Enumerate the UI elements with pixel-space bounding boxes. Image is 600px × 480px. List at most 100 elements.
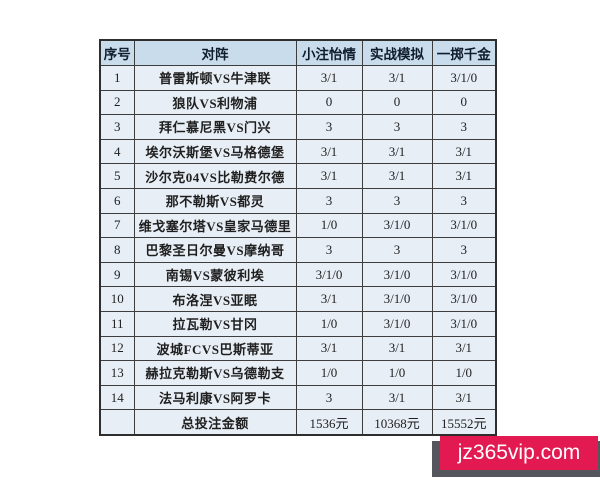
cell-index: 7 bbox=[99, 212, 135, 239]
table-row: 14 法马利康VS阿罗卡 3 3/1 3/1 bbox=[99, 384, 497, 411]
cell-small: 3/1 bbox=[295, 286, 363, 312]
cell-index: 13 bbox=[99, 360, 135, 386]
table-row: 6 那不勒斯VS都灵 3 3 3 bbox=[99, 187, 497, 214]
cell-big: 3/1/0 bbox=[431, 286, 497, 312]
bets-table: 序号 对阵 小注怡情 实战模拟 一掷千金 1 普雷斯顿VS牛津联 3/1 3/1 3/1… bbox=[99, 39, 497, 436]
table-row: 3 拜仁慕尼黑VS门兴 3 3 3 bbox=[99, 114, 497, 140]
cell-index: 3 bbox=[99, 114, 135, 140]
table-row: 9 南锡VS蒙彼利埃 3/1/0 3/1/0 3/1/0 bbox=[99, 261, 497, 288]
bets-table-container: 序号 对阵 小注怡情 实战模拟 一掷千金 1 普雷斯顿VS牛津联 3/1 3/1 3/1… bbox=[99, 39, 497, 436]
cell-match: 布洛涅VS亚眠 bbox=[133, 286, 297, 312]
total-big-bet: 15552元 bbox=[431, 409, 497, 436]
cell-big: 3 bbox=[431, 237, 497, 263]
table-row: 4 埃尔沃斯堡VS马格德堡 3/1 3/1 3/1 bbox=[99, 138, 497, 165]
cell-index: 5 bbox=[99, 163, 135, 189]
cell-big: 3/1 bbox=[431, 335, 497, 362]
cell-small: 3 bbox=[295, 237, 363, 263]
table-row: 7 维戈塞尔塔VS皇家马德里 1/0 3/1/0 3/1/0 bbox=[99, 212, 497, 239]
column-header-small-bet: 小注怡情 bbox=[295, 39, 363, 66]
cell-small: 3/1/0 bbox=[295, 261, 363, 288]
cell-match: 南锡VS蒙彼利埃 bbox=[133, 261, 297, 288]
cell-match: 普雷斯顿VS牛津联 bbox=[133, 65, 297, 91]
cell-sim: 3/1/0 bbox=[361, 286, 433, 312]
table-row: 10 布洛涅VS亚眠 3/1 3/1/0 3/1/0 bbox=[99, 286, 497, 312]
cell-index: 14 bbox=[99, 384, 135, 411]
cell-index: 11 bbox=[99, 310, 135, 337]
total-small-bet: 1536元 bbox=[295, 409, 363, 436]
cell-small: 3 bbox=[295, 384, 363, 411]
cell-index: 1 bbox=[99, 65, 135, 91]
cell-small: 3/1 bbox=[295, 138, 363, 165]
cell-big: 3/1 bbox=[431, 138, 497, 165]
cell-index: 10 bbox=[99, 286, 135, 312]
cell-match: 那不勒斯VS都灵 bbox=[133, 187, 297, 214]
table-row: 8 巴黎圣日尔曼VS摩纳哥 3 3 3 bbox=[99, 237, 497, 263]
cell-sim: 3 bbox=[361, 237, 433, 263]
cell-index: 9 bbox=[99, 261, 135, 288]
cell-small: 1/0 bbox=[295, 212, 363, 239]
cell-small: 3/1 bbox=[295, 163, 363, 189]
cell-big: 3/1/0 bbox=[431, 65, 497, 91]
column-header-big-bet: 一掷千金 bbox=[431, 39, 497, 66]
cell-match: 波城FCVS巴斯蒂亚 bbox=[133, 335, 297, 362]
table-row: 5 沙尔克04VS比勒费尔德 3/1 3/1 3/1 bbox=[99, 163, 497, 189]
column-header-match: 对阵 bbox=[133, 39, 297, 66]
cell-small: 0 bbox=[295, 89, 363, 116]
cell-sim: 3/1 bbox=[361, 163, 433, 189]
cell-big: 3/1 bbox=[431, 163, 497, 189]
cell-small: 3/1 bbox=[295, 335, 363, 362]
cell-big: 3/1/0 bbox=[431, 310, 497, 337]
cell-match: 巴黎圣日尔曼VS摩纳哥 bbox=[133, 237, 297, 263]
column-header-index: 序号 bbox=[99, 39, 135, 66]
cell-big: 3 bbox=[431, 114, 497, 140]
table-body: 1 普雷斯顿VS牛津联 3/1 3/1 3/1/0 2 狼队VS利物浦 0 0 0 3 拜仁慕尼黑VS… bbox=[99, 65, 497, 411]
table-row: 12 波城FCVS巴斯蒂亚 3/1 3/1 3/1 bbox=[99, 335, 497, 362]
table-row: 1 普雷斯顿VS牛津联 3/1 3/1 3/1/0 bbox=[99, 65, 497, 91]
cell-sim: 0 bbox=[361, 89, 433, 116]
cell-small: 1/0 bbox=[295, 360, 363, 386]
cell-small: 3 bbox=[295, 114, 363, 140]
table-row: 13 赫拉克勒斯VS乌德勒支 1/0 1/0 1/0 bbox=[99, 360, 497, 386]
cell-sim: 3/1/0 bbox=[361, 310, 433, 337]
cell-match: 维戈塞尔塔VS皇家马德里 bbox=[133, 212, 297, 239]
total-label: 总投注金额 bbox=[133, 409, 297, 436]
cell-index: 8 bbox=[99, 237, 135, 263]
cell-match: 沙尔克04VS比勒费尔德 bbox=[133, 163, 297, 189]
table-row: 11 拉瓦勒VS甘冈 1/0 3/1/0 3/1/0 bbox=[99, 310, 497, 337]
cell-sim: 3/1 bbox=[361, 335, 433, 362]
table-header-row: 序号 对阵 小注怡情 实战模拟 一掷千金 bbox=[99, 39, 497, 66]
cell-big: 3/1/0 bbox=[431, 212, 497, 239]
total-index-cell bbox=[99, 409, 135, 436]
cell-big: 3/1 bbox=[431, 384, 497, 411]
cell-match: 拉瓦勒VS甘冈 bbox=[133, 310, 297, 337]
cell-sim: 3/1 bbox=[361, 65, 433, 91]
watermark-text: jz365vip.com bbox=[457, 441, 581, 464]
column-header-simulation: 实战模拟 bbox=[361, 39, 433, 66]
cell-sim: 3/1 bbox=[361, 138, 433, 165]
cell-match: 狼队VS利物浦 bbox=[133, 89, 297, 116]
cell-sim: 3 bbox=[361, 114, 433, 140]
cell-index: 2 bbox=[99, 89, 135, 116]
cell-small: 1/0 bbox=[295, 310, 363, 337]
cell-sim: 1/0 bbox=[361, 360, 433, 386]
cell-big: 0 bbox=[431, 89, 497, 116]
cell-big: 3/1/0 bbox=[431, 261, 497, 288]
cell-sim: 3/1/0 bbox=[361, 212, 433, 239]
cell-sim: 3/1/0 bbox=[361, 261, 433, 288]
cell-big: 3 bbox=[431, 187, 497, 214]
cell-sim: 3 bbox=[361, 187, 433, 214]
cell-index: 6 bbox=[99, 187, 135, 214]
cell-index: 12 bbox=[99, 335, 135, 362]
cell-match: 法马利康VS阿罗卡 bbox=[133, 384, 297, 411]
cell-small: 3/1 bbox=[295, 65, 363, 91]
watermark-badge: jz365vip.com bbox=[440, 436, 598, 470]
cell-match: 赫拉克勒斯VS乌德勒支 bbox=[133, 360, 297, 386]
cell-match: 拜仁慕尼黑VS门兴 bbox=[133, 114, 297, 140]
cell-small: 3 bbox=[295, 187, 363, 214]
total-row: 总投注金额 1536元 10368元 15552元 bbox=[99, 409, 497, 436]
cell-index: 4 bbox=[99, 138, 135, 165]
total-simulation: 10368元 bbox=[361, 409, 433, 436]
table-row: 2 狼队VS利物浦 0 0 0 bbox=[99, 89, 497, 116]
cell-big: 1/0 bbox=[431, 360, 497, 386]
